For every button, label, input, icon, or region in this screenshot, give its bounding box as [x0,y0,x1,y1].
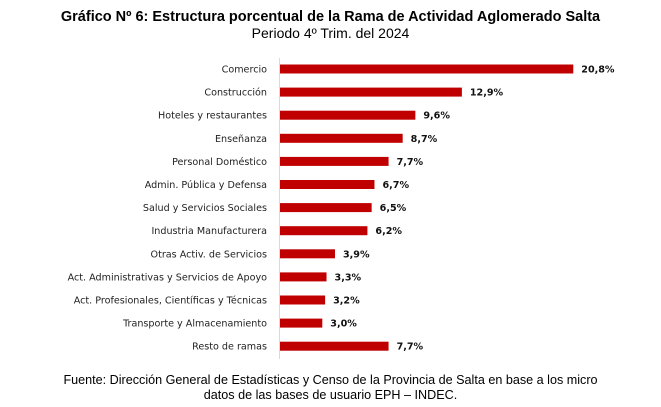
bar [280,110,416,120]
data-label: 6,7% [382,180,409,191]
data-label: 6,2% [375,226,402,237]
bar [280,156,389,166]
category-label: Admin. Pública y Defensa [145,179,267,191]
bar [280,203,372,213]
category-label: Industria Manufacturera [151,226,267,237]
category-label: Enseñanza [215,134,267,145]
chart-title: Gráfico Nº 6: Estructura porcentual de l… [60,9,601,25]
data-label: 7,7% [397,157,424,168]
bar [280,341,389,351]
bar [280,318,323,328]
bar-chart: Comercio 20,8% Construcción 12,9% Hoteles y … [68,58,615,359]
category-label: Hoteles y restaurantes [158,111,267,122]
bar [280,226,368,236]
data-label: 20,8% [581,65,615,76]
bar [280,87,462,97]
data-label: 3,0% [330,319,357,330]
source-note: Fuente: Dirección General de Estadística… [0,373,661,403]
bar [280,64,574,74]
source-line-2: datos de las bases de usuario EPH – INDE… [203,388,458,402]
data-label: 9,6% [423,111,450,122]
source-line-1: Fuente: Dirección General de Estadística… [63,373,598,387]
category-label: Comercio [222,65,267,76]
category-label: Salud y Servicios Sociales [143,203,267,214]
data-label: 6,5% [380,203,407,214]
data-label: 3,3% [335,272,362,283]
chart-subtitle: Periodo 4º Trim. del 2024 [251,25,410,41]
data-label: 7,7% [397,342,424,353]
category-label: Act. Profesionales, Científicas y Técnic… [74,295,267,307]
category-label: Resto de ramas [192,342,267,353]
data-label: 12,9% [470,88,504,99]
category-label: Construcción [204,87,267,99]
category-label: Personal Doméstico [172,156,267,168]
category-label: Transporte y Almacenamiento [122,319,267,330]
data-label: 8,7% [411,134,438,145]
bar [280,249,335,259]
category-label: Act. Administrativas y Servicios de Apoy… [68,272,267,283]
category-label: Otras Activ. de Servicios [151,249,267,260]
data-label: 3,9% [343,249,370,260]
bar [280,295,326,305]
bar [280,272,327,282]
data-label: 3,2% [333,296,360,307]
bar [280,180,375,189]
bar [280,133,403,143]
